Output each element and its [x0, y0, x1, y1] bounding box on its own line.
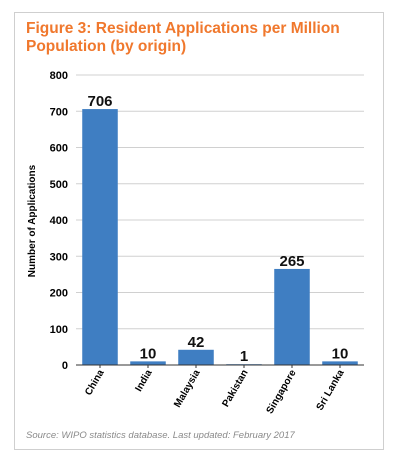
y-axis-ticks: 0 100 200 300 400 500 600 700 800 — [50, 70, 68, 372]
x-tick-label: Pakistan — [221, 368, 251, 409]
y-tick-label: 500 — [50, 179, 68, 191]
y-tick-label: 400 — [50, 215, 68, 227]
chart-title: Figure 3: Resident Applications per Mill… — [26, 20, 340, 55]
bar-singapore — [274, 268, 310, 365]
data-labels: 706 10 42 1 265 10 — [87, 93, 348, 365]
bar-india — [130, 361, 166, 365]
data-label: 10 — [332, 345, 349, 362]
y-tick-label: 0 — [62, 360, 68, 372]
y-tick-label: 800 — [50, 70, 68, 82]
x-tick-label: India — [133, 368, 154, 394]
data-label: 42 — [188, 334, 205, 351]
bar-china — [82, 109, 118, 365]
y-tick-label: 700 — [50, 106, 68, 118]
data-label: 265 — [279, 253, 304, 270]
x-tick-label: Malaysia — [172, 368, 203, 410]
gridlines — [76, 74, 364, 330]
y-axis-label: Number of Applications — [27, 164, 38, 277]
bars — [82, 109, 358, 365]
bar-sri-lanka — [322, 361, 358, 365]
y-tick-label: 600 — [50, 143, 68, 155]
x-tick-label: China — [83, 368, 107, 398]
data-label: 10 — [140, 345, 157, 362]
x-tick-label: Sri Lanka — [315, 368, 347, 413]
source-note: Source: WIPO statistics database. Last u… — [26, 430, 295, 441]
y-tick-label: 300 — [50, 251, 68, 263]
y-tick-label: 100 — [50, 324, 68, 336]
figure-frame — [14, 12, 384, 450]
data-label: 1 — [240, 348, 248, 365]
x-tick-label: Singapore — [265, 368, 299, 416]
x-axis-ticks: China India Malaysia Pakistan Singapore Sri L… — [83, 365, 347, 416]
y-tick-label: 200 — [50, 288, 68, 300]
bar-malaysia — [178, 349, 214, 365]
data-label: 706 — [87, 93, 112, 110]
